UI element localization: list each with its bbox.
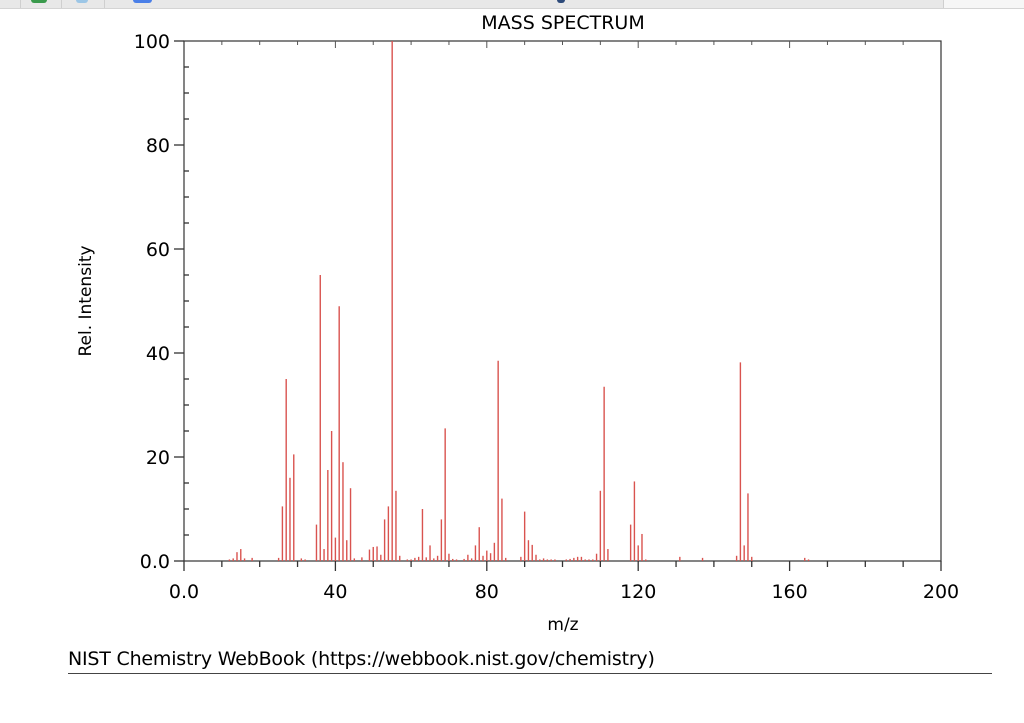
dropdown-icon[interactable] — [557, 0, 565, 3]
y-tick-label: 0.0 — [140, 551, 170, 573]
y-axis: 0.0 20 40 60 80 100 — [134, 31, 189, 573]
y-tick-label: 100 — [134, 31, 170, 53]
y-tick-label: 60 — [146, 239, 170, 261]
footer-divider — [68, 673, 992, 674]
x-tick-label: 0.0 — [169, 581, 199, 603]
y-tick-label: 40 — [146, 343, 170, 365]
x-tick-label: 160 — [771, 581, 807, 603]
toolbar-right-panel — [943, 0, 1024, 8]
toolbar-separator — [61, 0, 62, 8]
globe-icon[interactable] — [76, 0, 88, 3]
x-axis: 0.0 40 80 120 160 200 — [169, 41, 959, 603]
plot-border — [183, 40, 942, 562]
browser-toolbar-strip — [0, 0, 1024, 9]
x-tick-label: 40 — [323, 581, 347, 603]
y-axis-label: Rel. Intensity — [76, 245, 96, 356]
x-tick-label: 80 — [475, 581, 499, 603]
x-tick-label: 120 — [620, 581, 656, 603]
toolbar-separator — [20, 0, 21, 8]
plot-frame — [183, 40, 942, 562]
blue-app-icon[interactable] — [133, 0, 152, 3]
x-tick-label: 200 — [923, 581, 959, 603]
chart-title: MASS SPECTRUM — [481, 12, 644, 34]
spreadsheet-icon[interactable] — [31, 0, 47, 3]
x-axis-label: m/z — [547, 615, 578, 635]
spectrum-peaks — [228, 41, 810, 561]
toolbar-separator — [104, 0, 105, 8]
nist-credit: NIST Chemistry WebBook (https://webbook.… — [68, 648, 655, 670]
y-tick-label: 20 — [146, 447, 170, 469]
y-tick-label: 80 — [146, 135, 170, 157]
mass-spectrum-chart: MASS SPECTRUM 0.0 40 80 120 160 200 0.0 20 40 60… — [76, 12, 959, 635]
